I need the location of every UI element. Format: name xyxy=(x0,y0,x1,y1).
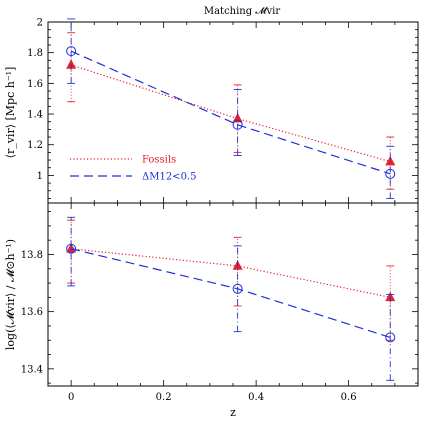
y-axis-label: ⟨r_vir⟩ [Mpc h⁻¹] xyxy=(4,67,17,159)
data-point xyxy=(232,283,243,294)
series-line xyxy=(71,248,391,298)
series-control xyxy=(66,216,396,381)
data-point xyxy=(385,168,396,179)
y-tick-label: 1.8 xyxy=(27,48,43,59)
x-tick-label: 0.6 xyxy=(341,392,357,403)
data-point xyxy=(66,243,77,254)
data-point xyxy=(232,112,243,123)
y-tick-label: 13.8 xyxy=(21,250,43,261)
y-tick-label: 1.4 xyxy=(27,110,43,121)
y-axis-label: log(⟨𝓜vir⟩ / 𝓜⊙h⁻¹) xyxy=(4,239,17,350)
chart-title: Matching 𝓜vir xyxy=(204,6,281,17)
data-point xyxy=(385,155,396,166)
data-point xyxy=(66,243,77,253)
series-control xyxy=(66,18,396,199)
x-tick-label: 0 xyxy=(68,392,74,403)
data-point xyxy=(66,46,77,57)
y-tick-label: 2 xyxy=(37,18,43,29)
legend: Fossils ΔM12<0.5 xyxy=(70,155,196,183)
series-line xyxy=(70,50,391,175)
panel-2: 13.4 13.6 13.8 0 0.2 0.4 0.6 log(⟨𝓜vir⟩ / 𝓜⊙h⁻¹… xyxy=(4,202,419,419)
legend-label: ΔM12<0.5 xyxy=(142,172,196,183)
data-point xyxy=(232,119,243,130)
y-tick-label: 1 xyxy=(37,171,43,182)
series-line xyxy=(70,248,391,338)
series-fossils xyxy=(66,219,396,341)
series-fossils xyxy=(66,32,396,190)
x-tick-label: 0.2 xyxy=(156,392,172,403)
data-point xyxy=(385,332,396,343)
x-tick-label: 0.4 xyxy=(248,392,264,403)
y-tick-label: 1.2 xyxy=(27,140,43,151)
series-line xyxy=(70,64,391,163)
panel-1: 1 1.2 1.4 1.6 1.8 2 ⟨r_vir⟩ [Mpc h⁻¹] Fossils ΔM… xyxy=(4,18,419,204)
y-tick-label: 1.6 xyxy=(27,79,43,90)
y-tick-label: 13.4 xyxy=(21,364,43,375)
y-tick-label: 13.6 xyxy=(21,307,43,318)
x-axis-label: z xyxy=(230,406,236,419)
plot-frame xyxy=(47,202,419,387)
legend-label: Fossils xyxy=(142,155,176,166)
